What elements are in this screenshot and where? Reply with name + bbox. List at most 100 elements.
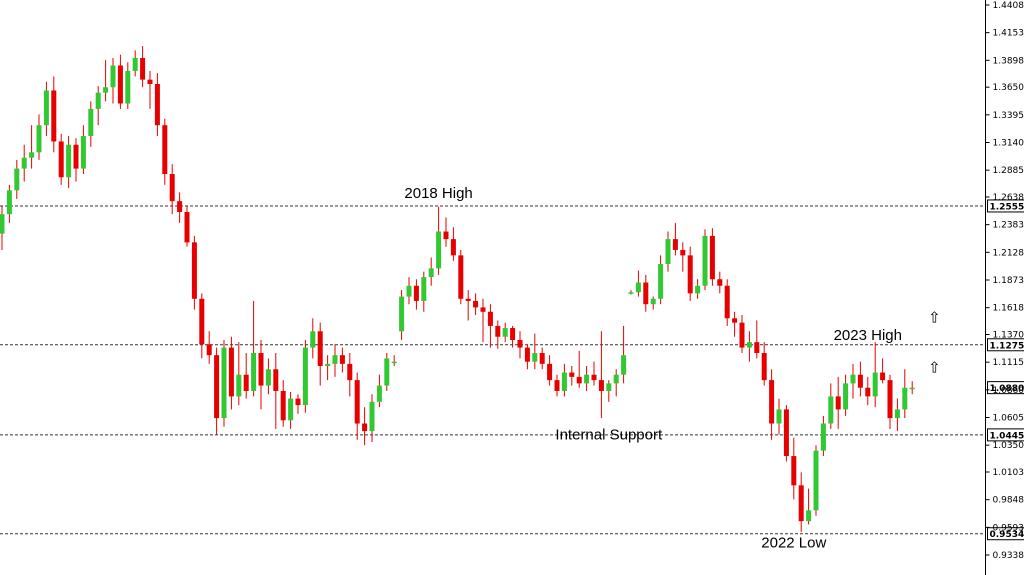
candle-body-down [162, 125, 168, 175]
candle [29, 125, 35, 169]
candle [421, 271, 427, 312]
candle [532, 333, 538, 370]
candle [458, 249, 464, 305]
candle-body-down [140, 57, 146, 80]
candle-body-down [465, 298, 471, 301]
y-tick-label: 1.31405 [993, 139, 1024, 149]
candle [680, 242, 686, 272]
candle-body-down [880, 372, 886, 381]
candle [487, 304, 493, 348]
candle-body-up [110, 65, 116, 88]
candle [265, 358, 271, 395]
candle-body-down [739, 322, 745, 348]
candle [761, 342, 767, 386]
y-tick-label: 1.06055 [993, 414, 1024, 424]
candle-body-down [473, 300, 479, 308]
candle [103, 60, 109, 102]
candle [857, 361, 863, 397]
candle-body-down [857, 374, 863, 388]
candle [436, 206, 442, 275]
candle [598, 331, 604, 419]
candle-body-up [872, 372, 878, 397]
candle-body-down [177, 201, 183, 212]
candle-body-up [665, 239, 671, 265]
candle-body-up [103, 87, 109, 93]
candle-body-up [695, 285, 701, 294]
candle [702, 229, 708, 291]
candle-body-up [635, 282, 641, 293]
candle [635, 270, 641, 297]
candle [302, 339, 308, 413]
candle [650, 296, 656, 310]
candle-body-up [436, 231, 442, 269]
y-tick-label: 0.93380 [993, 551, 1024, 561]
candle [621, 325, 627, 384]
y-tick-label: 1.18730 [993, 276, 1024, 286]
candle-body-up [584, 374, 590, 384]
candle [14, 159, 20, 199]
candle-body-up [428, 268, 434, 278]
candle [902, 369, 908, 419]
candle [783, 405, 789, 462]
candle [510, 325, 516, 348]
candle [243, 353, 249, 399]
candle [177, 192, 183, 223]
candle-body-up [6, 190, 12, 215]
candle-body-down [362, 423, 368, 432]
candle [443, 217, 449, 247]
level-label-box [987, 527, 1024, 541]
y-tick-label: 1.21280 [993, 248, 1024, 258]
candle [776, 398, 782, 435]
candle [717, 271, 723, 294]
annotation-label: Internal Support [555, 426, 663, 443]
candle-body-down [317, 331, 323, 367]
candle-body-up [820, 423, 826, 451]
y-tick-label: 1.36505 [993, 83, 1024, 93]
candle-body-down [199, 298, 205, 345]
candle-body-up [606, 383, 612, 391]
candle [724, 279, 730, 326]
candle-body-down [295, 398, 301, 406]
candle-body-down [258, 353, 264, 386]
candle [406, 277, 412, 305]
candle-body-up [776, 409, 782, 424]
current-price-label-box [987, 381, 1024, 395]
candle [162, 118, 168, 185]
level-label-box [987, 199, 1024, 213]
level-label: 1.25555 [990, 202, 1024, 212]
candle-body-down [206, 344, 212, 356]
y-tick-label: 1.33955 [993, 111, 1024, 121]
candle-body-up [850, 374, 856, 384]
candle [125, 62, 131, 109]
level-label: 1.04453 [990, 431, 1024, 441]
candle-body-up [21, 157, 27, 169]
candle [569, 366, 575, 386]
candle [413, 279, 419, 310]
candle [339, 347, 345, 373]
candle [332, 344, 338, 377]
candle-body-down [73, 144, 79, 169]
candle-body-down [724, 285, 730, 319]
candle-body-up [658, 264, 664, 299]
candle-body-up [29, 152, 35, 158]
candle [584, 366, 590, 391]
candle-body-down [732, 318, 738, 323]
candle-body-up [332, 355, 338, 364]
candle [110, 57, 116, 104]
candle [591, 361, 597, 386]
candle-body-up [828, 396, 834, 424]
candle-body-down [51, 90, 57, 142]
candle [613, 369, 619, 397]
candle [502, 322, 508, 343]
candle [169, 164, 175, 215]
candle-body-up [80, 136, 86, 169]
candle [214, 347, 220, 435]
candle [251, 300, 257, 397]
candle [628, 290, 634, 295]
candle [384, 353, 390, 391]
candle-body-up [399, 296, 405, 332]
candle-body-down [354, 380, 360, 424]
annotation-label: 2023 High [834, 327, 902, 344]
level-label-box [987, 428, 1024, 442]
